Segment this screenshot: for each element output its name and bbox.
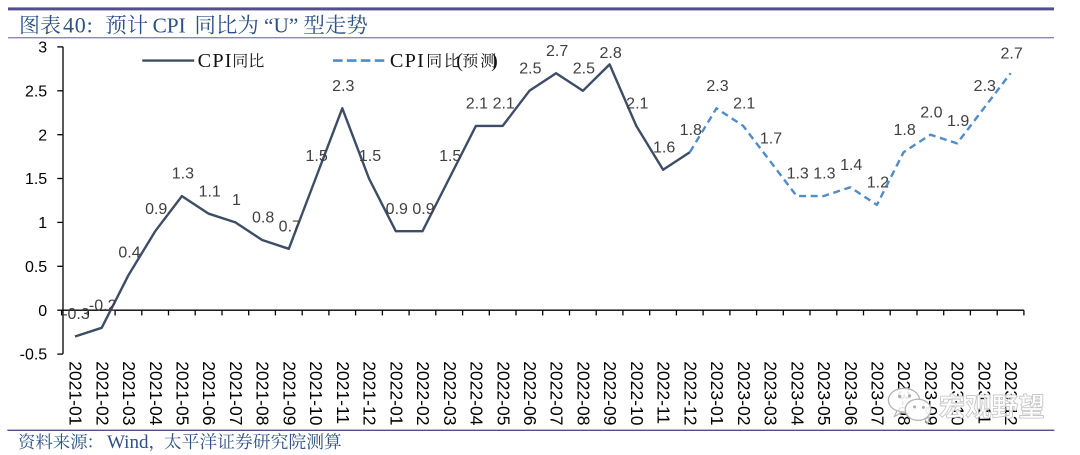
svg-text:-0.3: -0.3 [62, 306, 90, 323]
svg-text:2023-06: 2023-06 [841, 361, 861, 425]
svg-text:(: ( [456, 50, 464, 72]
svg-text:0.9: 0.9 [145, 201, 167, 218]
svg-text:1.3: 1.3 [787, 166, 809, 183]
svg-text:2.5: 2.5 [519, 60, 541, 77]
svg-text:2.7: 2.7 [1000, 45, 1022, 62]
svg-text:CPI: CPI [198, 50, 233, 72]
svg-text:2022-10: 2022-10 [627, 361, 647, 425]
svg-text:2022-11: 2022-11 [654, 361, 674, 424]
svg-text:0.4: 0.4 [118, 245, 140, 262]
svg-text:2021-03: 2021-03 [119, 361, 139, 425]
svg-text:2021-09: 2021-09 [279, 361, 299, 425]
svg-text:2023-02: 2023-02 [734, 361, 754, 425]
svg-text:2022-02: 2022-02 [413, 361, 433, 425]
svg-text:2.1: 2.1 [733, 96, 755, 113]
svg-text:2023-04: 2023-04 [787, 361, 807, 425]
svg-text:1.7: 1.7 [760, 131, 782, 148]
svg-text:1.5: 1.5 [305, 148, 327, 165]
svg-text:2021-12: 2021-12 [360, 361, 380, 425]
svg-text:2022-05: 2022-05 [493, 361, 513, 425]
svg-text:2.5: 2.5 [573, 60, 595, 77]
svg-text:2022-04: 2022-04 [467, 361, 487, 425]
svg-text:0.5: 0.5 [25, 259, 47, 276]
svg-text:2021-02: 2021-02 [92, 361, 112, 425]
svg-text:3: 3 [38, 40, 47, 57]
svg-text:2023-07: 2023-07 [868, 361, 888, 425]
svg-text:2022-01: 2022-01 [386, 361, 406, 425]
svg-text:2022-03: 2022-03 [440, 361, 460, 425]
svg-text:2021-08: 2021-08 [253, 361, 273, 425]
svg-text:2022-09: 2022-09 [600, 361, 620, 425]
svg-text:0.8: 0.8 [252, 210, 274, 227]
svg-text:1.2: 1.2 [867, 175, 889, 192]
svg-text:1.9: 1.9 [947, 113, 969, 130]
svg-text:1.4: 1.4 [840, 157, 862, 174]
svg-text:1.5: 1.5 [359, 148, 381, 165]
svg-text:2021-01: 2021-01 [66, 361, 86, 425]
svg-text:2021-06: 2021-06 [199, 361, 219, 425]
svg-text:2021-04: 2021-04 [146, 361, 166, 425]
svg-text:40:: 40: [63, 13, 94, 38]
svg-text:2022-12: 2022-12 [680, 361, 700, 425]
svg-text:1: 1 [38, 215, 47, 232]
svg-text:2023-03: 2023-03 [761, 361, 781, 425]
svg-text:0.9: 0.9 [386, 201, 408, 218]
svg-text:-0.2: -0.2 [89, 297, 117, 314]
svg-text:2.3: 2.3 [706, 78, 728, 95]
svg-text:0: 0 [38, 303, 47, 320]
svg-text:1.3: 1.3 [172, 166, 194, 183]
svg-text:2023-05: 2023-05 [814, 361, 834, 425]
svg-text:2.1: 2.1 [626, 96, 648, 113]
svg-text:2021-07: 2021-07 [226, 361, 246, 425]
svg-text:2.1: 2.1 [493, 96, 515, 113]
svg-text:2021-11: 2021-11 [333, 361, 353, 424]
svg-text:CPI: CPI [153, 14, 186, 38]
svg-text:2021-05: 2021-05 [173, 361, 193, 425]
svg-text:2.3: 2.3 [974, 78, 996, 95]
svg-text:2.0: 2.0 [920, 104, 942, 121]
svg-text:-0.5: -0.5 [20, 347, 48, 364]
svg-text:CPI: CPI [390, 50, 425, 72]
svg-text:2.3: 2.3 [332, 78, 354, 95]
svg-text:1.6: 1.6 [653, 139, 675, 156]
svg-text:2: 2 [38, 127, 47, 144]
svg-text:1: 1 [232, 192, 241, 209]
svg-text:1.8: 1.8 [680, 122, 702, 139]
svg-text:2.5: 2.5 [25, 83, 47, 100]
svg-text:1.5: 1.5 [25, 171, 47, 188]
svg-text:2.1: 2.1 [466, 96, 488, 113]
svg-text:2.8: 2.8 [599, 45, 621, 62]
svg-text:2.7: 2.7 [546, 43, 568, 60]
svg-text:2021-10: 2021-10 [306, 361, 326, 425]
svg-text:1.1: 1.1 [199, 183, 221, 200]
svg-text:Wind: Wind [107, 432, 149, 453]
svg-text:1.3: 1.3 [813, 166, 835, 183]
svg-text:0.9: 0.9 [412, 201, 434, 218]
svg-text:1.8: 1.8 [893, 122, 915, 139]
svg-text:2022-08: 2022-08 [574, 361, 594, 425]
svg-text:2022-07: 2022-07 [547, 361, 567, 425]
svg-text:2023-01: 2023-01 [707, 361, 727, 425]
svg-text:0.7: 0.7 [279, 218, 301, 235]
svg-text:2022-06: 2022-06 [520, 361, 540, 425]
svg-text:“U”: “U” [264, 14, 298, 38]
svg-text:1.5: 1.5 [439, 148, 461, 165]
